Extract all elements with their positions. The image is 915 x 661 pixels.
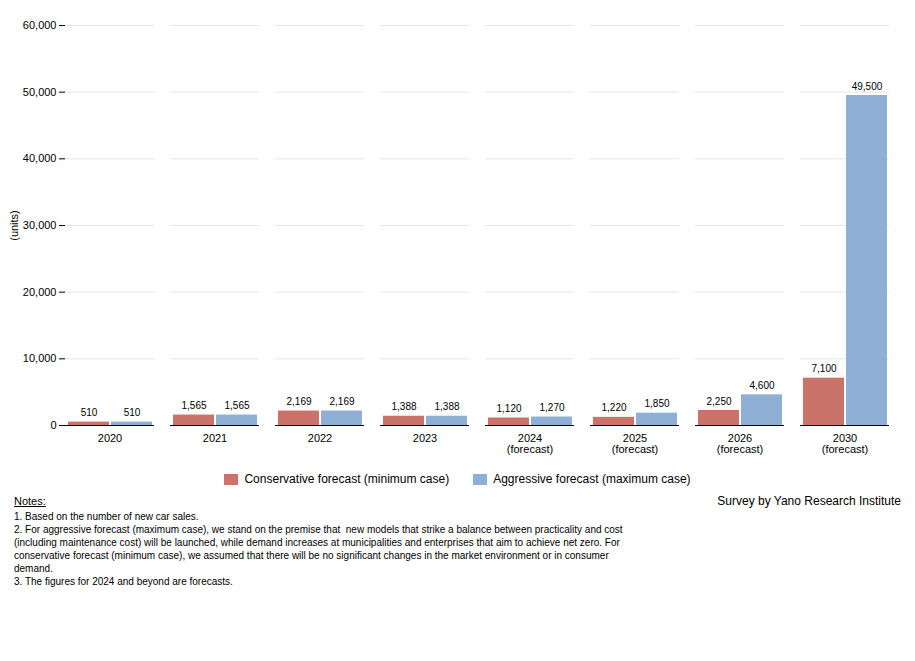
svg-text:2,169: 2,169 bbox=[286, 396, 311, 407]
svg-text:2020: 2020 bbox=[98, 432, 122, 444]
svg-text:1,120: 1,120 bbox=[496, 403, 521, 414]
svg-text:2023: 2023 bbox=[413, 432, 437, 444]
svg-text:20,000: 20,000 bbox=[23, 286, 57, 298]
html-text:Notes:: Notes: bbox=[14, 495, 46, 507]
svg-text:2,250: 2,250 bbox=[706, 396, 731, 407]
svg-text:7,100: 7,100 bbox=[811, 363, 836, 374]
svg-text:2021: 2021 bbox=[203, 432, 227, 444]
svg-text:2022: 2022 bbox=[308, 432, 332, 444]
html-text:1. Based on the number of new: 1. Based on the number of new car sales. bbox=[14, 510, 199, 522]
svg-text:1,388: 1,388 bbox=[434, 401, 459, 412]
svg-text:2030(forecast): 2030(forecast) bbox=[822, 432, 868, 455]
svg-text:2026(forecast): 2026(forecast) bbox=[717, 432, 763, 455]
html-text:2. For aggressive forecast (ma: 2. For aggressive forecast (maximum case… bbox=[14, 523, 623, 574]
html-text:Conservative forecast (minimum: Conservative forecast (minimum case) bbox=[244, 472, 450, 486]
svg-text:(units): (units) bbox=[8, 210, 20, 241]
svg-text:510: 510 bbox=[81, 407, 98, 418]
html-text:Aggressive forecast (maximum c: Aggressive forecast (maximum case) bbox=[493, 472, 691, 486]
svg-text:1,565: 1,565 bbox=[181, 400, 206, 411]
svg-text:1,220: 1,220 bbox=[601, 402, 626, 413]
svg-text:30,000: 30,000 bbox=[23, 219, 57, 231]
svg-text:10,000: 10,000 bbox=[23, 352, 57, 364]
svg-text:4,600: 4,600 bbox=[749, 380, 774, 391]
svg-text:1,850: 1,850 bbox=[644, 398, 669, 409]
svg-text:1,388: 1,388 bbox=[391, 401, 416, 412]
svg-text:510: 510 bbox=[124, 407, 141, 418]
svg-text:2025(forecast): 2025(forecast) bbox=[612, 432, 658, 455]
svg-text:2024(forecast): 2024(forecast) bbox=[507, 432, 553, 455]
svg-text:50,000: 50,000 bbox=[23, 86, 57, 98]
svg-text:2,169: 2,169 bbox=[329, 396, 354, 407]
svg-text:40,000: 40,000 bbox=[23, 152, 57, 164]
svg-text:49,500: 49,500 bbox=[852, 81, 883, 92]
svg-text:0: 0 bbox=[50, 419, 56, 431]
svg-text:60,000: 60,000 bbox=[23, 19, 57, 31]
svg-text:1,270: 1,270 bbox=[539, 402, 564, 413]
html-text:3. The figures for 2024 and be: 3. The figures for 2024 and beyond are f… bbox=[14, 575, 233, 587]
html-text:Survey by Yano Research Instit: Survey by Yano Research Institute bbox=[717, 494, 901, 508]
svg-text:1,565: 1,565 bbox=[224, 400, 249, 411]
